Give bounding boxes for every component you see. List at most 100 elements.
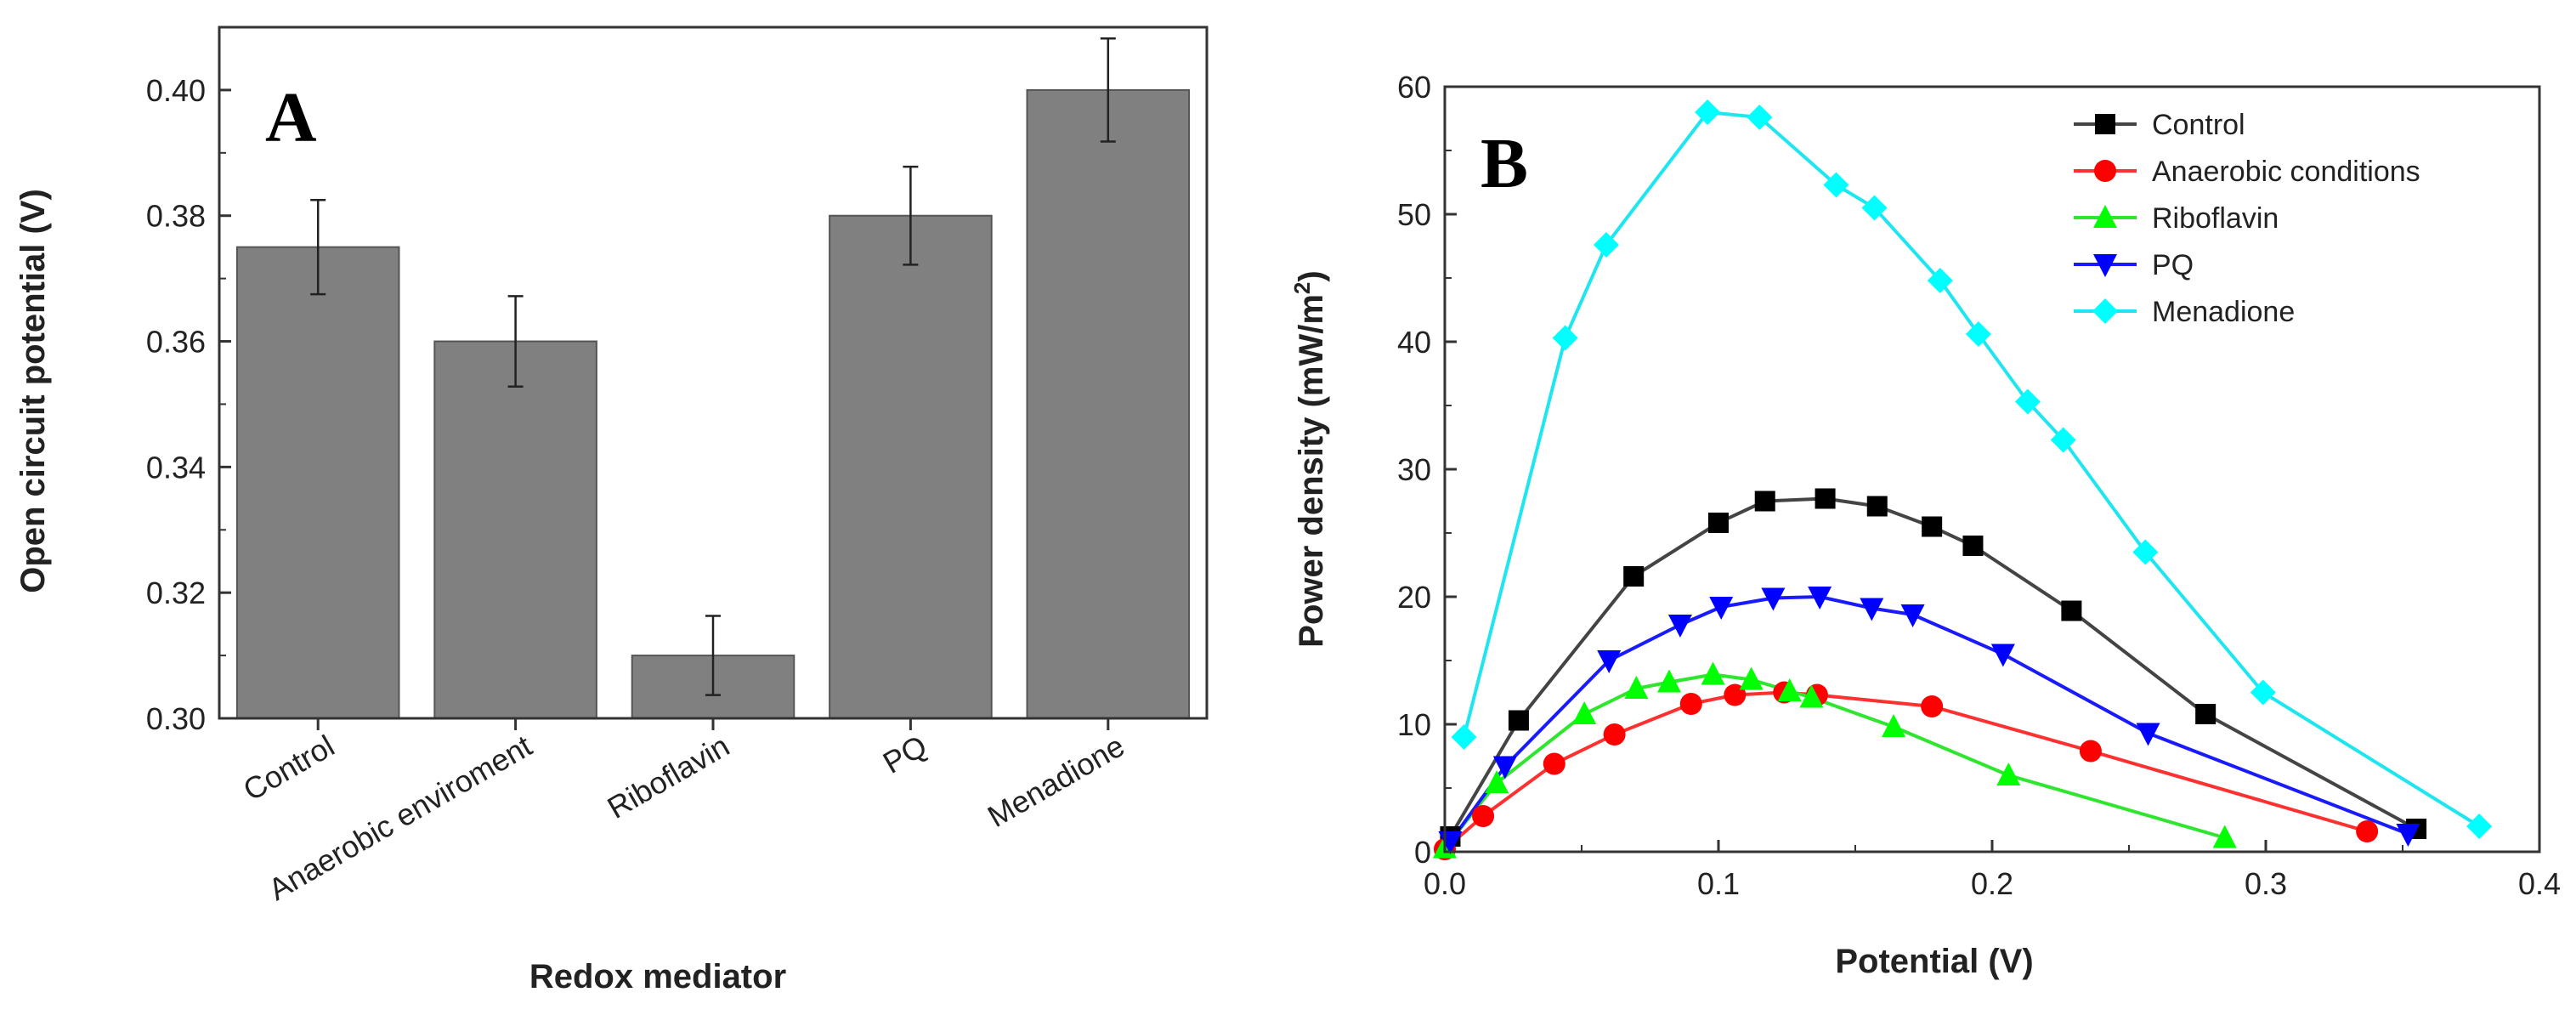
- y-tick-label: 30: [1397, 452, 1431, 487]
- y-axis-title: Open circuit potential (V): [14, 189, 52, 593]
- legend-marker-control: [2095, 114, 2115, 134]
- legend-label-control: Control: [2152, 109, 2245, 141]
- data-point-riboflavin: [1485, 770, 1509, 793]
- y-tick-label: 10: [1397, 707, 1431, 742]
- y-axis-title-main: Power density (mW/m: [1293, 294, 1330, 648]
- bar-menadione: [1026, 88, 1191, 719]
- data-point-riboflavin: [1996, 763, 2021, 785]
- legend-label-menadione: Menadione: [2152, 296, 2295, 328]
- data-point-menadione: [2014, 388, 2041, 415]
- data-point-riboflavin: [1572, 701, 1597, 724]
- series-line-control: [1448, 496, 2418, 838]
- x-tick-label: 0.4: [2518, 866, 2561, 901]
- legend: Control Anaerobic conditions Riboflavin PQ M…: [2074, 109, 2420, 328]
- x-tick-label: 0.3: [2245, 866, 2287, 901]
- data-point-riboflavin: [2212, 825, 2237, 848]
- series-line-menadione: [1462, 111, 2481, 828]
- data-point-control: [1623, 566, 1645, 587]
- y-axis-ticks: 0 10 20 30 40 50 60: [1397, 70, 1457, 870]
- x-tick-label: Menadione: [982, 728, 1130, 834]
- data-point-anaerobic-conditions: [2356, 820, 2379, 842]
- data-point-anaerobic-conditions: [2079, 740, 2102, 763]
- data-point-pq: [1761, 587, 1786, 611]
- data-point-riboflavin: [1657, 669, 1682, 693]
- x-axis-title: Potential (V): [1835, 943, 2033, 980]
- data-point-control: [1962, 536, 1984, 556]
- legend-marker-anaerobic-conditions: [2094, 160, 2116, 182]
- panel-label-a: A: [265, 78, 317, 157]
- data-point-control: [2061, 600, 2082, 621]
- x-axis-title: Redox mediator: [529, 958, 786, 995]
- data-point-riboflavin: [1624, 676, 1649, 699]
- legend-marker-menadione: [2092, 298, 2118, 324]
- series-line-riboflavin: [1443, 672, 2226, 849]
- data-point-pq: [1808, 587, 1832, 610]
- data-point-menadione: [2132, 539, 2159, 565]
- y-axis-title-superscript: 2: [1289, 282, 1315, 294]
- data-point-menadione: [2466, 814, 2493, 839]
- y-tick-label: 0.36: [146, 325, 206, 360]
- data-point-menadione: [1695, 99, 1721, 125]
- data-point-anaerobic-conditions: [1921, 695, 1944, 717]
- x-tick-label: Control: [237, 728, 340, 808]
- data-point-pq: [1709, 597, 1734, 620]
- data-point-menadione: [1747, 105, 1773, 130]
- data-point-control: [2195, 704, 2216, 724]
- data-point-menadione: [1861, 195, 1888, 221]
- data-point-menadione: [2250, 679, 2276, 706]
- y-tick-label: 0.32: [146, 576, 206, 610]
- data-point-riboflavin: [1739, 666, 1764, 690]
- series-line-pq: [1448, 595, 2409, 843]
- data-point-control: [1708, 513, 1729, 533]
- data-point-pq: [1860, 598, 1884, 621]
- panel-a-bar-chart: 0.30 0.32 0.34 0.36 0.38 0.40 ControlAnaerobi…: [14, 26, 1209, 995]
- data-point-riboflavin: [1799, 684, 1824, 708]
- y-tick-label: 50: [1397, 197, 1431, 232]
- data-point-menadione: [1823, 172, 1849, 198]
- data-point-anaerobic-conditions: [1472, 805, 1495, 827]
- data-point-pq: [1990, 644, 2015, 667]
- data-point-riboflavin: [1882, 714, 1906, 737]
- data-point-anaerobic-conditions: [1603, 723, 1626, 746]
- legend-label-riboflavin: Riboflavin: [2152, 202, 2279, 235]
- data-point-control: [1866, 496, 1888, 517]
- legend-marker-pq: [2093, 254, 2117, 277]
- y-axis-title: Power density (mW/m2): [1289, 270, 1330, 647]
- error-bars-group: [310, 37, 1116, 696]
- data-point-pq: [2396, 824, 2420, 847]
- y-axis-ticks: 0.30 0.32 0.34 0.36 0.38 0.40: [146, 73, 231, 736]
- x-tick-label: 0.0: [1424, 866, 1466, 901]
- data-point-anaerobic-conditions: [1543, 752, 1565, 775]
- legend-label-anaerobic-conditions: Anaerobic conditions: [2152, 156, 2420, 188]
- y-tick-label: 0.34: [146, 450, 206, 485]
- data-point-control: [1754, 490, 1775, 512]
- y-tick-label: 0.40: [146, 73, 206, 108]
- panel-label-b: B: [1480, 124, 1528, 203]
- data-point-menadione: [2050, 427, 2076, 453]
- y-tick-label: 0.30: [146, 701, 206, 736]
- data-point-menadione: [1927, 268, 1953, 293]
- x-tick-label: 0.1: [1697, 866, 1740, 901]
- data-point-menadione: [1965, 321, 1991, 347]
- y-tick-label: 20: [1397, 580, 1431, 615]
- data-point-pq: [1900, 604, 1925, 627]
- data-point-pq: [1667, 615, 1692, 638]
- data-point-menadione: [1451, 724, 1477, 750]
- x-axis-ticks: 0.0 0.1 0.2 0.3 0.4: [1424, 840, 2561, 901]
- data-point-menadione: [1593, 232, 1619, 258]
- data-point-control: [1815, 488, 1836, 509]
- data-point-pq: [2136, 723, 2160, 746]
- y-tick-label: 40: [1397, 325, 1431, 360]
- bar-control: [235, 246, 400, 719]
- y-tick-label: 0.38: [146, 199, 206, 234]
- data-point-control: [1922, 516, 1943, 537]
- legend-label-pq: PQ: [2152, 249, 2194, 281]
- bar-anaerobic-enviroment: [433, 340, 597, 719]
- data-point-control: [1508, 710, 1529, 731]
- legend-marker-riboflavin: [2093, 205, 2117, 228]
- series-markers-group: [1433, 99, 2493, 860]
- data-point-anaerobic-conditions: [1679, 693, 1702, 715]
- data-point-pq: [1492, 756, 1517, 780]
